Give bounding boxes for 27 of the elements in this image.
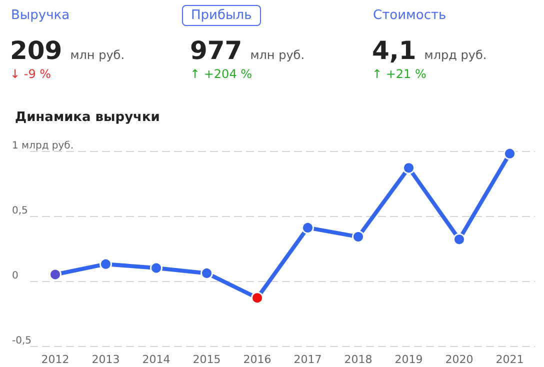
- text: 209: [10, 36, 62, 65]
- y-tick-label: 1 млрд руб.: [12, 140, 74, 152]
- text: 4,1: [372, 36, 416, 65]
- x-tick-label: 2021: [496, 353, 524, 366]
- x-tick-label: 2015: [192, 353, 221, 366]
- x-tick-label: 2013: [92, 353, 120, 366]
- x-tick-label: 2020: [445, 353, 474, 366]
- text: Стоимость: [372, 7, 448, 25]
- text: млн руб.: [70, 48, 125, 62]
- y-tick-label: -0,5: [12, 336, 32, 346]
- text: Выручка: [10, 7, 71, 25]
- text: ↑ +204 %: [190, 67, 254, 81]
- text: ↑ +21 %: [372, 67, 428, 81]
- x-tick-label: 2017: [294, 353, 322, 366]
- text: Прибыль: [182, 5, 261, 26]
- text: млн руб.: [250, 48, 305, 62]
- x-tick-label: 2018: [344, 353, 372, 366]
- chart-title: Динамика выручки: [15, 110, 160, 125]
- text: млрд руб.: [424, 48, 487, 62]
- y-tick-label: 0: [12, 270, 18, 282]
- x-tick-label: 2012: [41, 353, 70, 366]
- x-tick-label: 2016: [243, 353, 272, 366]
- x-tick-label: 2019: [394, 353, 423, 366]
- x-tick-label: 2014: [142, 353, 170, 366]
- text: ↓ -9 %: [10, 67, 52, 81]
- y-tick-label: 0,5: [12, 206, 28, 216]
- text: 977: [190, 36, 242, 65]
